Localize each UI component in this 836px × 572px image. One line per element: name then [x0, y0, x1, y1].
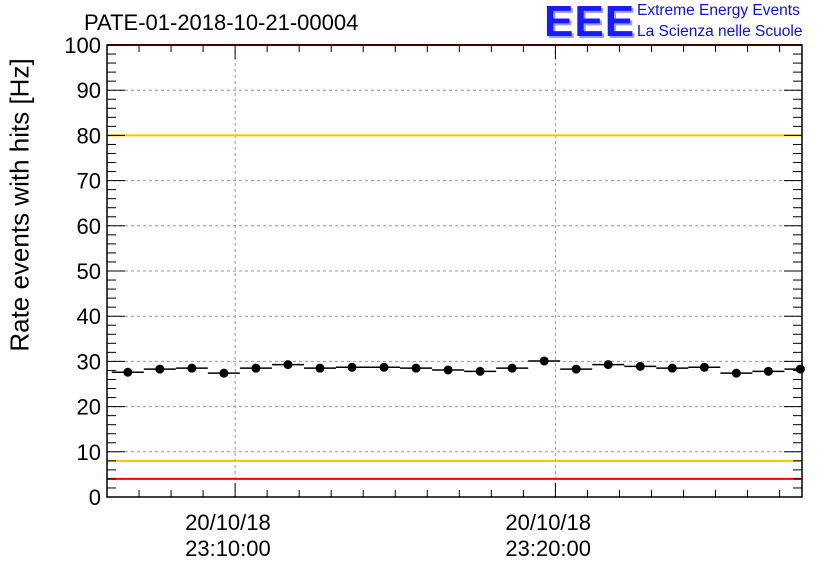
- y-tick-label: 60: [77, 214, 101, 239]
- y-tick-labels: 0 10 20 30 40 50 60 70 80 90 100: [64, 33, 101, 510]
- y-tick-label: 80: [77, 123, 101, 148]
- y-tick-label: 10: [77, 440, 101, 465]
- y-tick-label: 50: [77, 259, 101, 284]
- reference-lines: [107, 44, 802, 480]
- data-point: [475, 366, 485, 376]
- x-tick-date: 20/10/18: [505, 510, 592, 535]
- data-point: [667, 363, 677, 373]
- logo-line-1: Extreme Energy Events: [637, 2, 800, 19]
- x-tick-date: 20/10/18: [185, 510, 271, 535]
- data-point: [571, 364, 581, 374]
- grid-lines: [107, 45, 802, 497]
- data-point: [251, 363, 261, 373]
- data-point: [763, 366, 773, 376]
- logo-line-2: La Scienza nelle Scuole: [637, 23, 803, 40]
- y-tick-label: 0: [89, 485, 101, 510]
- chart-title: PATE-01-2018-10-21-00004: [84, 10, 359, 35]
- x-tick-label: 20/10/18 23:20:00: [505, 510, 591, 562]
- y-tick-label: 40: [77, 304, 101, 329]
- data-point: [187, 363, 197, 373]
- axes: [106, 44, 803, 498]
- data-point: [795, 364, 805, 374]
- data-point: [411, 363, 421, 373]
- y-axis-title: Rate events with hits [Hz]: [4, 58, 35, 352]
- y-tick-label: 90: [77, 78, 101, 103]
- x-tick-label: 20/10/18 23:10:00: [185, 510, 271, 562]
- eee-logo: EEE: [544, 0, 636, 46]
- data-point: [283, 360, 293, 370]
- data-point: [155, 364, 165, 374]
- x-tick-time: 23:10:00: [185, 536, 271, 561]
- data-point: [443, 365, 453, 375]
- data-point: [219, 368, 229, 378]
- data-point: [379, 362, 389, 372]
- data-point: [731, 368, 741, 378]
- y-tick-label: 100: [64, 33, 101, 58]
- data-point: [603, 360, 613, 370]
- y-tick-label: 20: [77, 395, 101, 420]
- data-point: [123, 367, 133, 377]
- data-point: [507, 363, 517, 373]
- data-points: [111, 356, 805, 378]
- data-point: [635, 361, 645, 371]
- data-point: [539, 356, 549, 366]
- y-tick-label: 30: [77, 349, 101, 374]
- data-point: [347, 362, 357, 372]
- x-tick-time: 23:20:00: [505, 536, 592, 561]
- y-tick-label: 70: [77, 169, 101, 194]
- data-point: [315, 363, 325, 373]
- data-point: [699, 362, 709, 372]
